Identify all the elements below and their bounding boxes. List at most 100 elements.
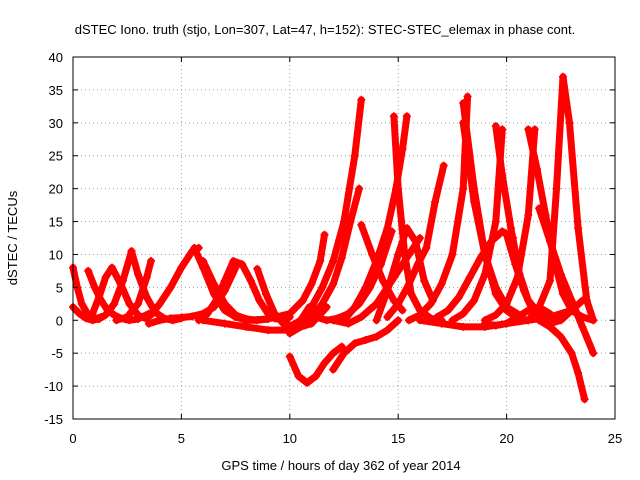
data-point-marker — [480, 322, 489, 331]
data-point-marker — [203, 309, 212, 318]
data-point-marker — [101, 273, 110, 282]
data-point-marker — [303, 378, 312, 387]
data-point-marker — [437, 319, 446, 328]
data-point-marker — [311, 312, 320, 321]
data-point-marker — [372, 299, 381, 308]
data-series — [242, 230, 329, 325]
data-point-marker — [389, 112, 398, 121]
data-point-marker — [498, 171, 507, 180]
data-point-marker — [405, 250, 414, 259]
data-point-marker — [502, 299, 511, 308]
data-series — [296, 95, 366, 325]
data-point-marker — [166, 283, 175, 292]
data-point-marker — [264, 326, 273, 335]
data-point-marker — [116, 280, 125, 289]
data-point-marker — [413, 260, 422, 269]
data-point-marker — [405, 316, 414, 325]
series-trace — [535, 316, 589, 403]
data-point-marker — [491, 122, 500, 131]
data-point-marker — [361, 336, 370, 345]
data-point-marker — [125, 299, 134, 308]
data-point-marker — [307, 303, 316, 312]
data-point-marker — [329, 316, 338, 325]
data-point-marker — [383, 312, 392, 321]
data-point-marker — [407, 289, 416, 298]
x-tick-label: 15 — [391, 431, 405, 446]
data-point-marker — [513, 273, 522, 282]
series-trace — [147, 244, 203, 319]
data-point-marker — [209, 280, 218, 289]
y-tick-label: 20 — [49, 182, 63, 197]
data-point-marker — [316, 257, 325, 266]
data-point-marker — [285, 329, 294, 338]
data-point-marker — [535, 303, 544, 312]
data-point-marker — [320, 359, 329, 368]
data-point-marker — [212, 296, 221, 305]
data-point-marker — [491, 311, 500, 320]
data-point-marker — [337, 342, 346, 351]
data-point-marker — [253, 264, 262, 273]
data-point-marker — [580, 395, 589, 404]
data-point-marker — [220, 319, 229, 328]
data-point-marker — [285, 309, 294, 318]
data-point-marker — [383, 224, 392, 233]
data-point-marker — [398, 145, 407, 154]
data-point-marker — [383, 326, 392, 335]
x-tick-label: 5 — [178, 431, 185, 446]
data-point-marker — [565, 118, 574, 127]
data-point-marker — [246, 276, 255, 285]
data-series — [112, 257, 156, 325]
y-tick-label: -10 — [44, 379, 63, 394]
data-point-marker — [470, 197, 479, 206]
data-point-marker — [350, 339, 359, 348]
data-point-marker — [372, 332, 381, 341]
data-point-marker — [578, 296, 587, 305]
data-point-marker — [255, 296, 264, 305]
data-point-marker — [491, 217, 500, 226]
data-point-marker — [242, 316, 251, 325]
data-point-marker — [285, 352, 294, 361]
data-series — [415, 306, 576, 331]
data-point-marker — [123, 312, 132, 321]
data-point-marker — [296, 316, 305, 325]
data-point-marker — [147, 311, 156, 320]
series-trace — [481, 125, 539, 324]
data-point-marker — [134, 299, 143, 308]
data-series — [383, 161, 448, 321]
y-tick-label: 0 — [56, 313, 63, 328]
data-point-marker — [318, 283, 327, 292]
y-tick-label: 10 — [49, 247, 63, 262]
data-point-marker — [177, 313, 186, 322]
data-point-marker — [199, 257, 208, 266]
data-point-marker — [357, 220, 366, 229]
data-point-marker — [357, 95, 366, 104]
data-point-marker — [75, 309, 84, 318]
data-point-marker — [127, 247, 136, 256]
data-point-marker — [337, 253, 346, 262]
data-point-marker — [459, 118, 468, 127]
data-point-marker — [82, 314, 91, 323]
data-point-marker — [368, 250, 377, 259]
data-series — [524, 72, 598, 325]
data-point-marker — [110, 299, 119, 308]
series-trace — [405, 93, 472, 324]
data-point-marker — [142, 273, 151, 282]
data-point-marker — [199, 316, 208, 325]
axis-ticks: 0 5 10 15 20 25 -15 -10 -5 0 5 10 15 20 25 30 35 40 — [44, 50, 622, 446]
data-point-marker — [552, 184, 561, 193]
data-point-marker — [318, 299, 327, 308]
data-point-marker — [567, 296, 576, 305]
data-point-marker — [444, 306, 453, 315]
series-trace — [459, 119, 521, 318]
data-point-marker — [372, 257, 381, 266]
data-point-marker — [361, 283, 370, 292]
data-point-marker — [155, 316, 164, 325]
x-tick-label: 25 — [608, 431, 622, 446]
data-point-marker — [519, 286, 528, 295]
data-series — [285, 342, 346, 387]
data-point-marker — [95, 293, 104, 302]
data-point-marker — [329, 365, 338, 374]
data-point-marker — [567, 306, 576, 315]
data-point-marker — [103, 306, 112, 315]
data-point-marker — [134, 270, 143, 279]
